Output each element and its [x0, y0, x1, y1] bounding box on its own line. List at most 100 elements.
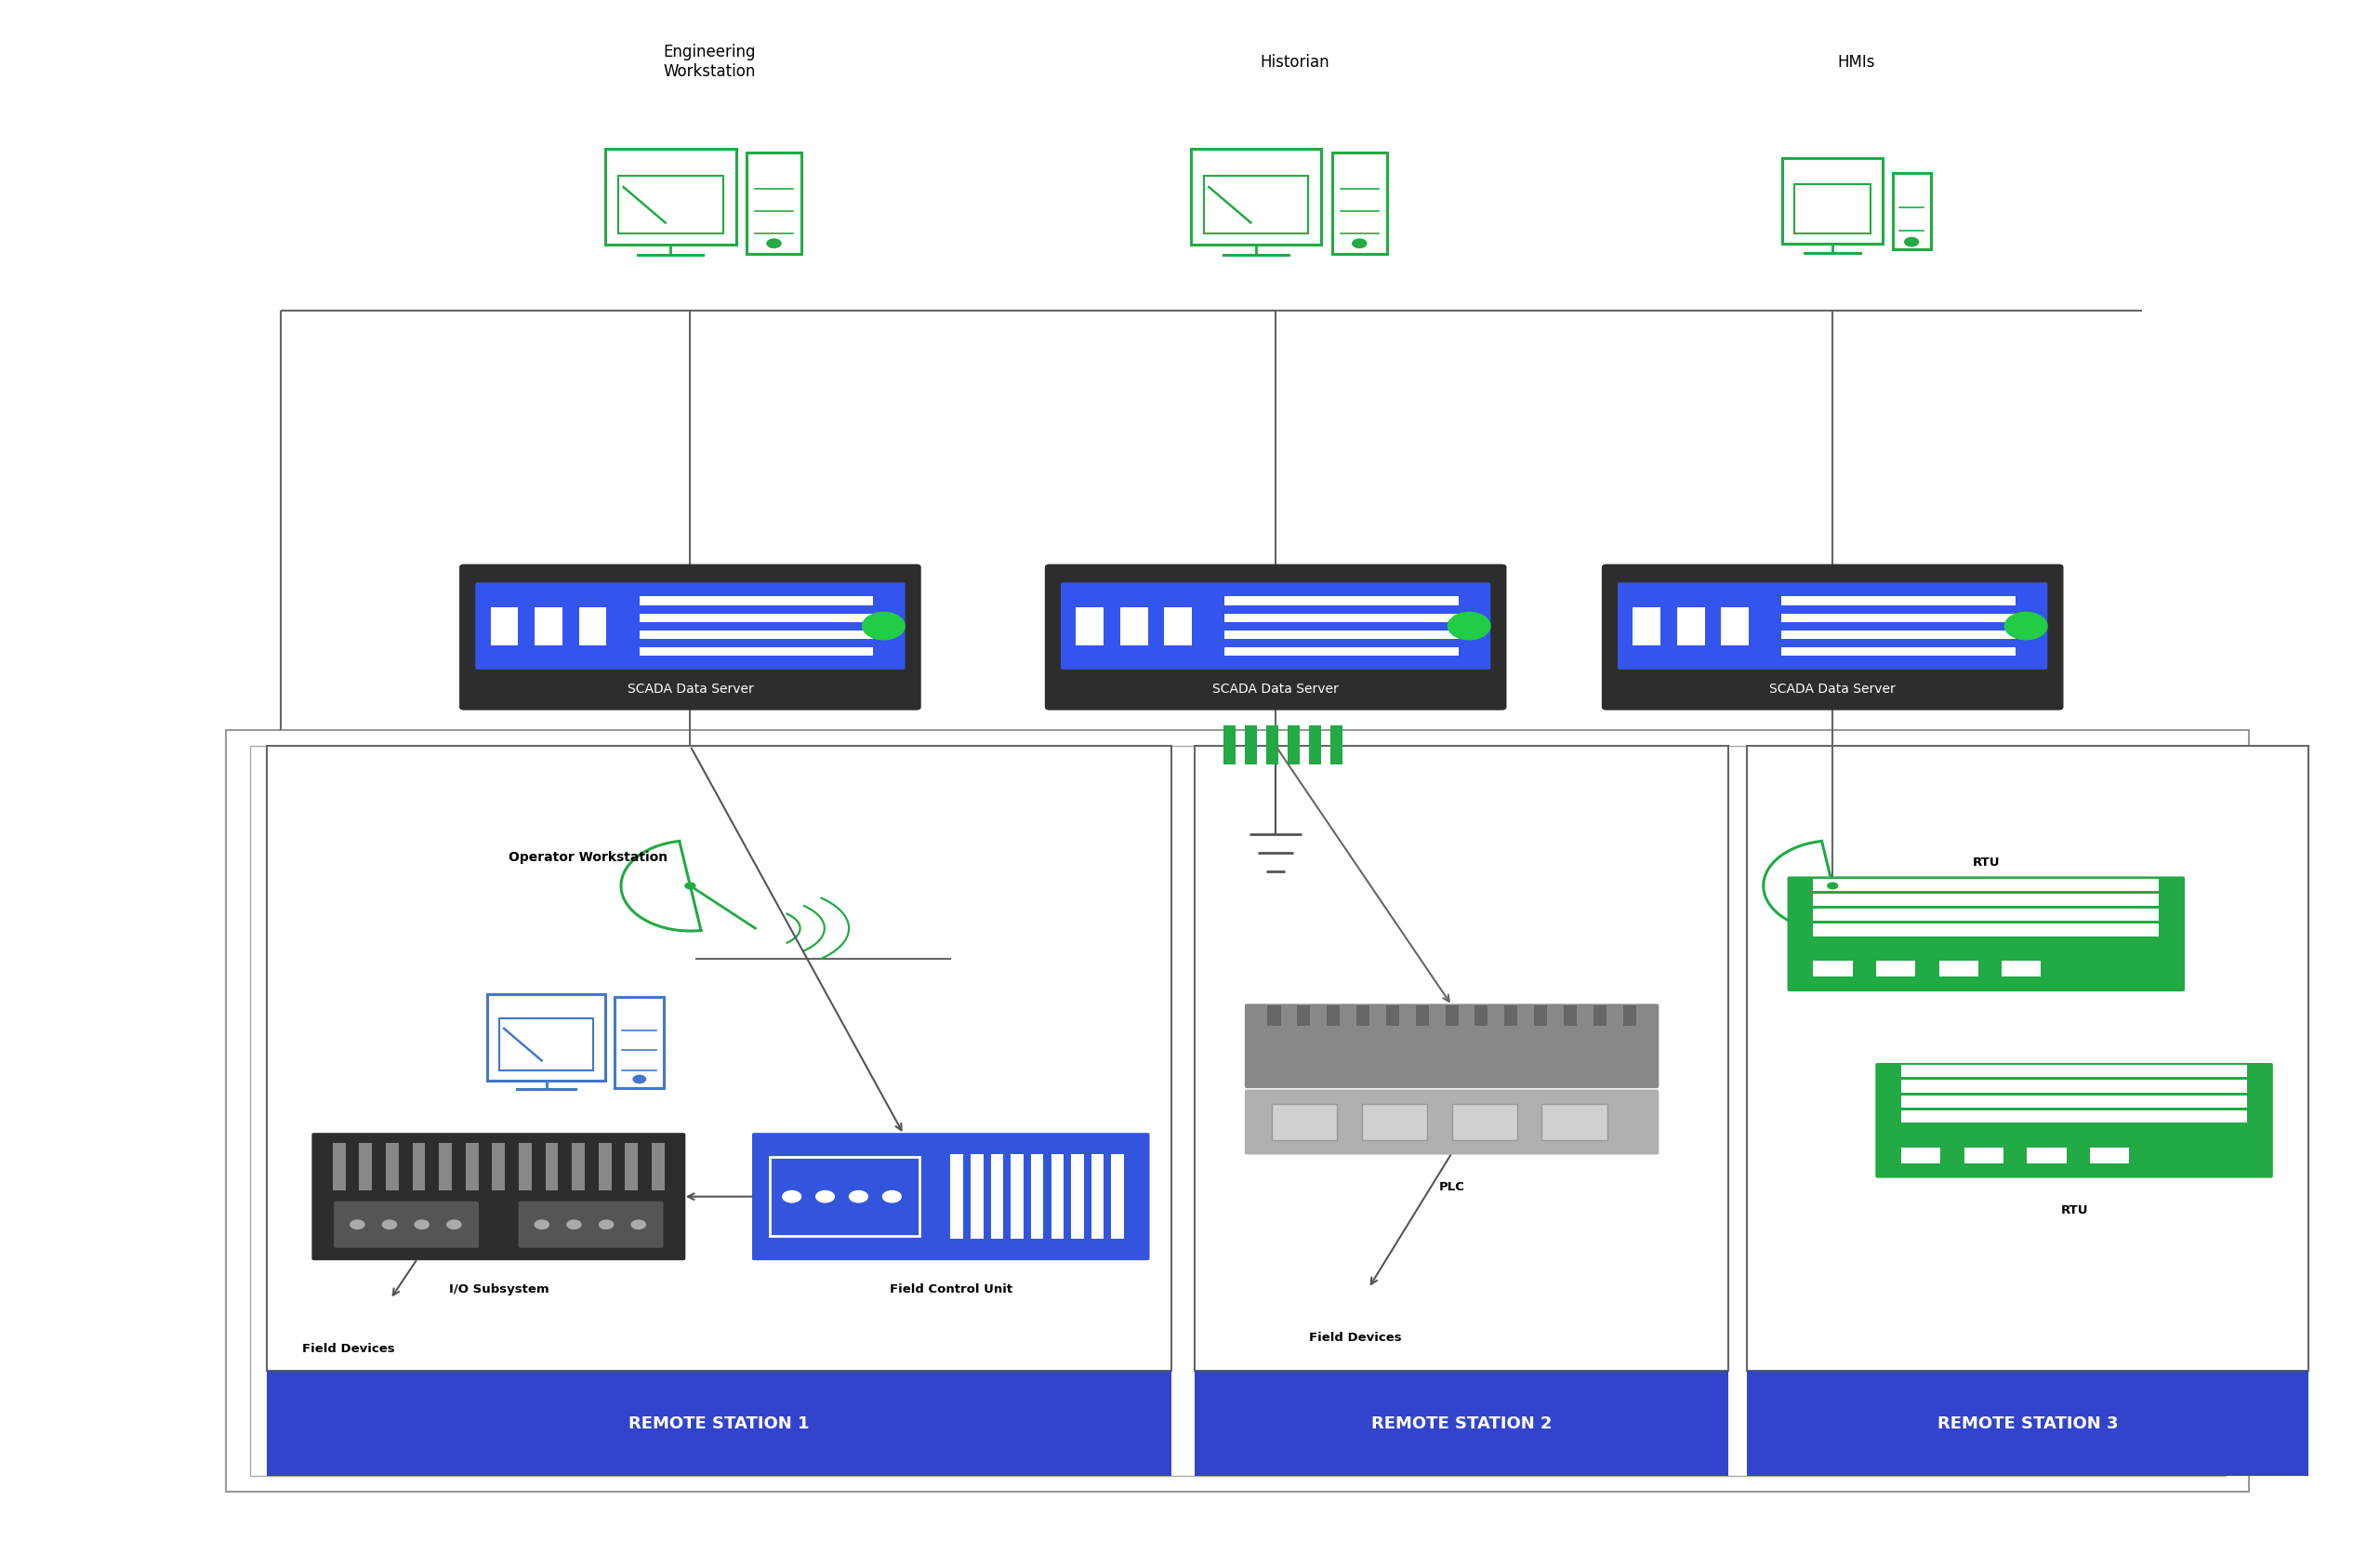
Bar — [493, 1144, 505, 1190]
Bar — [226, 730, 2249, 1492]
Text: REMOTE STATION 1: REMOTE STATION 1 — [628, 1416, 809, 1431]
Circle shape — [1904, 236, 1918, 247]
Bar — [536, 608, 562, 645]
Circle shape — [1352, 238, 1366, 249]
Circle shape — [1828, 883, 1837, 889]
Bar — [1747, 746, 2309, 1371]
Bar — [1271, 1105, 1338, 1139]
Text: Field Control Unit: Field Control Unit — [890, 1284, 1012, 1296]
Bar — [597, 1144, 612, 1190]
Bar — [1902, 1080, 2247, 1092]
FancyBboxPatch shape — [1787, 876, 2185, 991]
Bar — [971, 1155, 983, 1239]
Bar — [490, 608, 519, 645]
Bar — [571, 1144, 585, 1190]
Bar — [950, 1155, 964, 1239]
Bar — [640, 631, 873, 639]
Bar — [1333, 152, 1388, 253]
Bar — [1535, 1005, 1547, 1026]
Bar — [1031, 1155, 1042, 1239]
Bar — [614, 998, 664, 1088]
Bar — [1902, 1111, 2247, 1122]
Bar — [1361, 1105, 1428, 1139]
Circle shape — [1447, 612, 1490, 640]
Circle shape — [783, 1190, 802, 1203]
Bar — [1452, 1105, 1518, 1139]
Bar — [1892, 172, 1930, 250]
Text: SCADA Data Server: SCADA Data Server — [1768, 682, 1897, 695]
Text: Operator Workstation: Operator Workstation — [509, 852, 666, 864]
Bar — [1385, 1005, 1399, 1026]
Circle shape — [566, 1220, 581, 1229]
Bar — [500, 1018, 593, 1071]
FancyBboxPatch shape — [1875, 1063, 2273, 1178]
Text: SCADA Data Server: SCADA Data Server — [1211, 682, 1340, 695]
Bar — [1195, 1371, 1728, 1476]
Text: Engineering
Workstation: Engineering Workstation — [664, 44, 754, 81]
Circle shape — [414, 1220, 428, 1229]
Circle shape — [883, 1190, 902, 1203]
Bar — [640, 646, 873, 656]
FancyBboxPatch shape — [1245, 1089, 1659, 1155]
Bar — [1902, 1147, 1940, 1162]
FancyBboxPatch shape — [1245, 1004, 1659, 1088]
Circle shape — [862, 612, 904, 640]
Bar — [1326, 1005, 1340, 1026]
Circle shape — [816, 1190, 835, 1203]
Bar — [1226, 631, 1459, 639]
Bar — [1564, 1005, 1578, 1026]
FancyBboxPatch shape — [1045, 564, 1507, 710]
FancyBboxPatch shape — [312, 1133, 685, 1260]
FancyBboxPatch shape — [1602, 564, 2063, 710]
Bar — [1542, 1105, 1607, 1139]
Bar — [1223, 726, 1235, 765]
Bar — [1226, 597, 1459, 605]
Bar — [1357, 1005, 1368, 1026]
Bar — [1476, 1005, 1488, 1026]
Bar — [519, 1144, 531, 1190]
FancyBboxPatch shape — [1061, 583, 1490, 670]
Circle shape — [850, 1190, 869, 1203]
Bar — [1964, 1147, 2004, 1162]
Bar — [626, 1144, 638, 1190]
Bar — [1940, 960, 1978, 976]
FancyBboxPatch shape — [333, 1201, 478, 1248]
Bar — [1783, 631, 2016, 639]
Bar — [1504, 1005, 1518, 1026]
FancyBboxPatch shape — [459, 564, 921, 710]
Text: RTU: RTU — [2061, 1204, 2087, 1217]
Bar — [1814, 894, 2159, 906]
Bar — [1902, 1064, 2247, 1077]
Bar — [652, 1144, 664, 1190]
Bar — [640, 597, 873, 605]
Text: HMIs: HMIs — [1837, 54, 1875, 70]
Bar — [1226, 614, 1459, 622]
Text: REMOTE STATION 2: REMOTE STATION 2 — [1371, 1416, 1552, 1431]
Bar — [1592, 1005, 1606, 1026]
Bar — [1012, 1155, 1023, 1239]
Circle shape — [597, 1220, 614, 1229]
Text: RTU: RTU — [1973, 856, 1999, 869]
Bar — [267, 746, 1171, 1371]
Bar — [771, 1156, 919, 1237]
Bar — [1721, 608, 1749, 645]
Bar — [1678, 608, 1704, 645]
Circle shape — [2004, 612, 2047, 640]
Bar — [1814, 925, 2159, 936]
Bar — [2002, 960, 2042, 976]
Bar — [1783, 159, 1883, 244]
Text: Historian: Historian — [1259, 54, 1330, 70]
Bar — [619, 176, 724, 233]
Circle shape — [633, 1075, 647, 1083]
Bar — [1814, 960, 1852, 976]
Bar — [747, 152, 802, 253]
Bar — [1052, 1155, 1064, 1239]
Bar — [1121, 608, 1147, 645]
Bar — [1288, 726, 1299, 765]
Bar — [359, 1144, 371, 1190]
Text: I/O Subsystem: I/O Subsystem — [447, 1284, 550, 1296]
FancyBboxPatch shape — [752, 1133, 1150, 1260]
Circle shape — [631, 1220, 647, 1229]
Bar — [605, 149, 735, 246]
Bar — [1783, 646, 2016, 656]
